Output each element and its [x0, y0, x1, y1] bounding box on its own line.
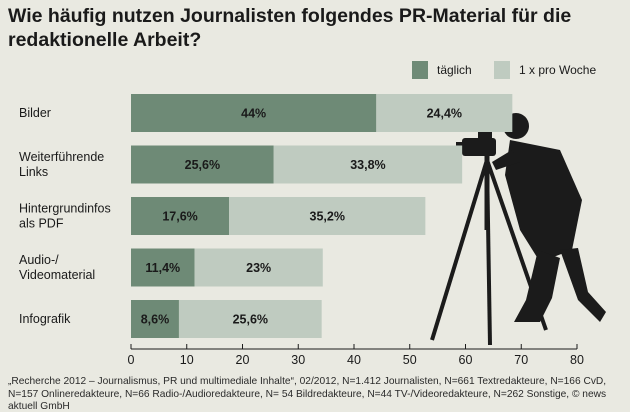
x-tick-label: 20 [236, 353, 250, 367]
chart-title: Wie häufig nutzen Journalisten folgendes… [8, 5, 572, 51]
x-tick-label: 30 [291, 353, 305, 367]
category-label: Links [19, 165, 48, 179]
x-tick-label: 0 [128, 353, 135, 367]
bar-taeglich [131, 248, 195, 287]
data-label: 8,6% [141, 313, 170, 327]
data-label: 24,4% [427, 107, 462, 121]
data-label: 17,6% [162, 210, 197, 224]
x-tick-label: 80 [570, 353, 584, 367]
category-label: Bilder [19, 106, 51, 120]
x-tick-label: 10 [180, 353, 194, 367]
category-label: Weiterführende [19, 150, 104, 164]
source-footnote: „Recherche 2012 – Journalismus, PR und m… [8, 376, 607, 412]
legend-label: täglich [437, 63, 472, 77]
category-label: Videomaterial [19, 268, 95, 282]
bar-taeglich [131, 94, 377, 132]
data-label: 44% [241, 107, 266, 121]
x-tick-label: 70 [514, 353, 528, 367]
x-tick-label: 40 [347, 353, 361, 367]
category-label: Infografik [19, 312, 71, 326]
bar-taeglich [131, 197, 230, 235]
bar-woche [178, 300, 322, 338]
bar-woche [273, 145, 463, 184]
legend-swatch [412, 61, 428, 79]
data-label: 23% [246, 261, 271, 275]
legend-label: 1 x pro Woche [519, 63, 596, 77]
bar-woche [376, 94, 513, 132]
data-label: 25,6% [185, 158, 220, 172]
legend-swatch [494, 61, 510, 79]
x-tick-label: 60 [459, 353, 473, 367]
data-label: 25,6% [233, 313, 268, 327]
data-label: 11,4% [145, 261, 180, 275]
x-tick-label: 50 [403, 353, 417, 367]
photographer-silhouette-icon [430, 113, 606, 346]
bar-taeglich [131, 145, 274, 184]
bar-taeglich [131, 300, 179, 338]
bar-woche [229, 197, 426, 235]
data-label: 35,2% [310, 210, 345, 224]
category-label: Audio-/ [19, 253, 59, 267]
category-label: als PDF [19, 217, 64, 231]
bar-woche [194, 248, 323, 287]
data-label: 33,8% [350, 158, 385, 172]
category-label: Hintergrundinfos [19, 202, 111, 216]
